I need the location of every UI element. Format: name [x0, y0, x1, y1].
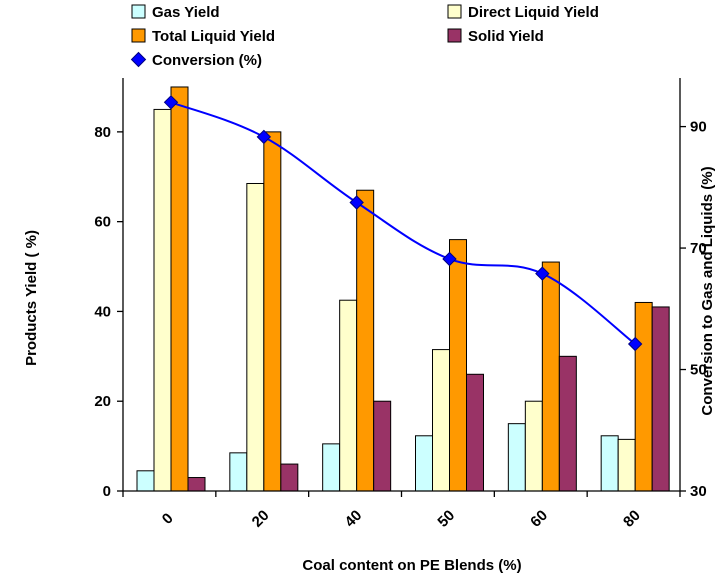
bar-solid-yield-80	[651, 306, 670, 492]
y2-tick-label: 50	[690, 362, 707, 379]
bar-solid-yield-20	[280, 463, 299, 492]
y-axis-title: Products Yield ( %)	[23, 230, 40, 366]
bar-total-liquid-yield-0	[170, 86, 189, 492]
x-tick-label: 20	[249, 507, 273, 531]
legend-swatch-total-liquid-yield	[131, 28, 146, 43]
bar-direct-liquid-yield-20	[246, 182, 265, 492]
conversion-point-50	[442, 251, 457, 267]
y-tick-label: 40	[94, 303, 111, 320]
bar-gas-yield-50	[415, 435, 433, 492]
axes	[117, 78, 686, 497]
bars	[136, 86, 670, 492]
bar-direct-liquid-yield-80	[617, 438, 636, 492]
x-tick-label: 40	[342, 507, 366, 531]
legend-label-conversion: Conversion (%)	[152, 52, 262, 69]
y2-tick-label: 90	[690, 119, 707, 136]
legend-swatch-direct-liquid-yield	[447, 4, 462, 19]
bar-solid-yield-0	[187, 477, 206, 492]
legend-label-gas-yield: Gas Yield	[152, 4, 220, 21]
legend-label-solid-yield: Solid Yield	[468, 28, 544, 45]
bar-gas-yield-20	[229, 452, 248, 492]
legend: Gas Yield Direct Liquid Yield Total Liquid…	[130, 4, 599, 69]
y-tick-label: 20	[94, 393, 111, 410]
y2-tick-label: 30	[690, 483, 707, 500]
x-axis-title: Coal content on PE Blends (%)	[302, 557, 521, 574]
conversion-point-0	[163, 95, 179, 110]
bar-total-liquid-yield-20	[263, 131, 282, 492]
conversion-curve	[170, 101, 636, 345]
legend-swatch-gas-yield	[131, 4, 146, 19]
bar-total-liquid-yield-50	[449, 239, 467, 492]
y-tick-label: 0	[103, 483, 111, 500]
conversion-line	[163, 95, 643, 352]
conversion-point-20	[256, 129, 272, 145]
y-tick-label: 60	[94, 214, 111, 231]
bar-direct-liquid-yield-60	[524, 400, 543, 492]
bar-total-liquid-yield-40	[356, 189, 375, 492]
bar-gas-yield-80	[600, 435, 619, 492]
bar-solid-yield-40	[373, 400, 392, 492]
bar-solid-yield-50	[466, 373, 484, 492]
x-tick-label: 0	[159, 510, 177, 528]
x-tick-label: 60	[527, 507, 551, 531]
legend-swatch-conversion	[130, 51, 147, 68]
x-tick-label: 80	[620, 507, 644, 531]
y2-axis-title: Conversion to Gas and Liquids (%)	[699, 166, 716, 415]
y-tick-label: 80	[94, 124, 111, 141]
y2-tick-label: 70	[690, 240, 707, 257]
bar-direct-liquid-yield-0	[153, 108, 172, 492]
bar-gas-yield-40	[322, 443, 341, 492]
legend-label-direct-liquid-yield: Direct Liquid Yield	[468, 4, 599, 21]
bar-total-liquid-yield-80	[634, 301, 653, 492]
conversion-point-40	[349, 195, 364, 210]
bar-direct-liquid-yield-50	[432, 349, 450, 492]
bar-direct-liquid-yield-40	[339, 299, 358, 492]
bar-solid-yield-60	[558, 355, 577, 492]
bar-gas-yield-0	[136, 470, 155, 492]
conversion-point-60	[535, 266, 550, 281]
legend-label-total-liquid-yield: Total Liquid Yield	[152, 28, 275, 45]
bar-total-liquid-yield-60	[541, 261, 560, 492]
bar-gas-yield-60	[507, 423, 526, 492]
legend-swatch-solid-yield	[447, 28, 462, 43]
x-tick-label: 50	[434, 507, 458, 531]
conversion-point-80	[627, 336, 643, 352]
